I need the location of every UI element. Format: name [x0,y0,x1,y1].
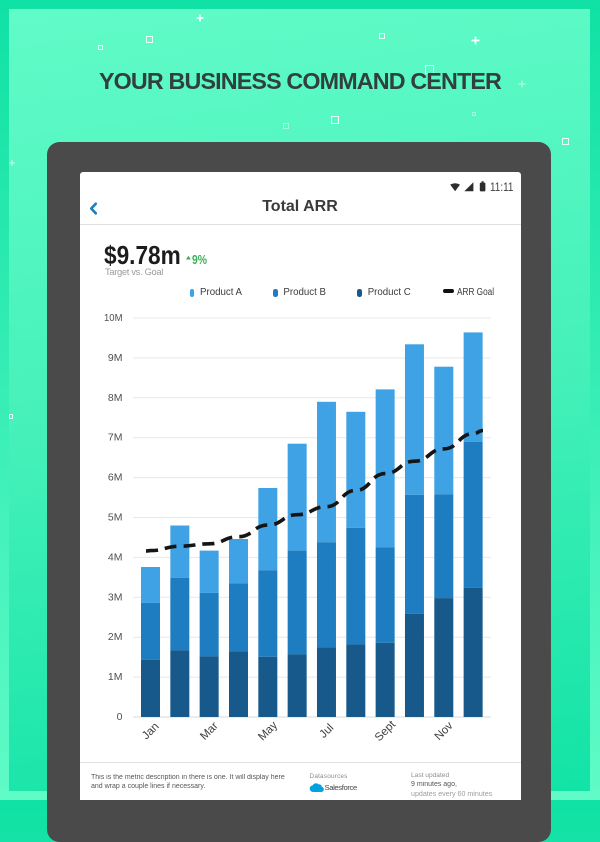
svg-text:10M: 10M [104,312,123,324]
svg-text:Jan: Jan [140,721,162,743]
svg-text:Mar: Mar [198,720,221,743]
svg-text:Jul: Jul [317,722,336,741]
svg-text:5M: 5M [108,512,123,524]
svg-text:Sept: Sept [373,718,399,744]
svg-text:9M: 9M [108,352,123,364]
svg-text:Nov: Nov [433,720,456,743]
svg-text:7M: 7M [108,432,123,444]
svg-text:1M: 1M [108,671,123,683]
svg-text:May: May [256,719,280,743]
svg-text:4M: 4M [108,551,123,563]
svg-text:2M: 2M [108,631,123,643]
svg-text:3M: 3M [108,591,123,603]
svg-text:0: 0 [117,711,123,723]
svg-text:8M: 8M [108,392,123,404]
svg-text:6M: 6M [108,472,123,484]
